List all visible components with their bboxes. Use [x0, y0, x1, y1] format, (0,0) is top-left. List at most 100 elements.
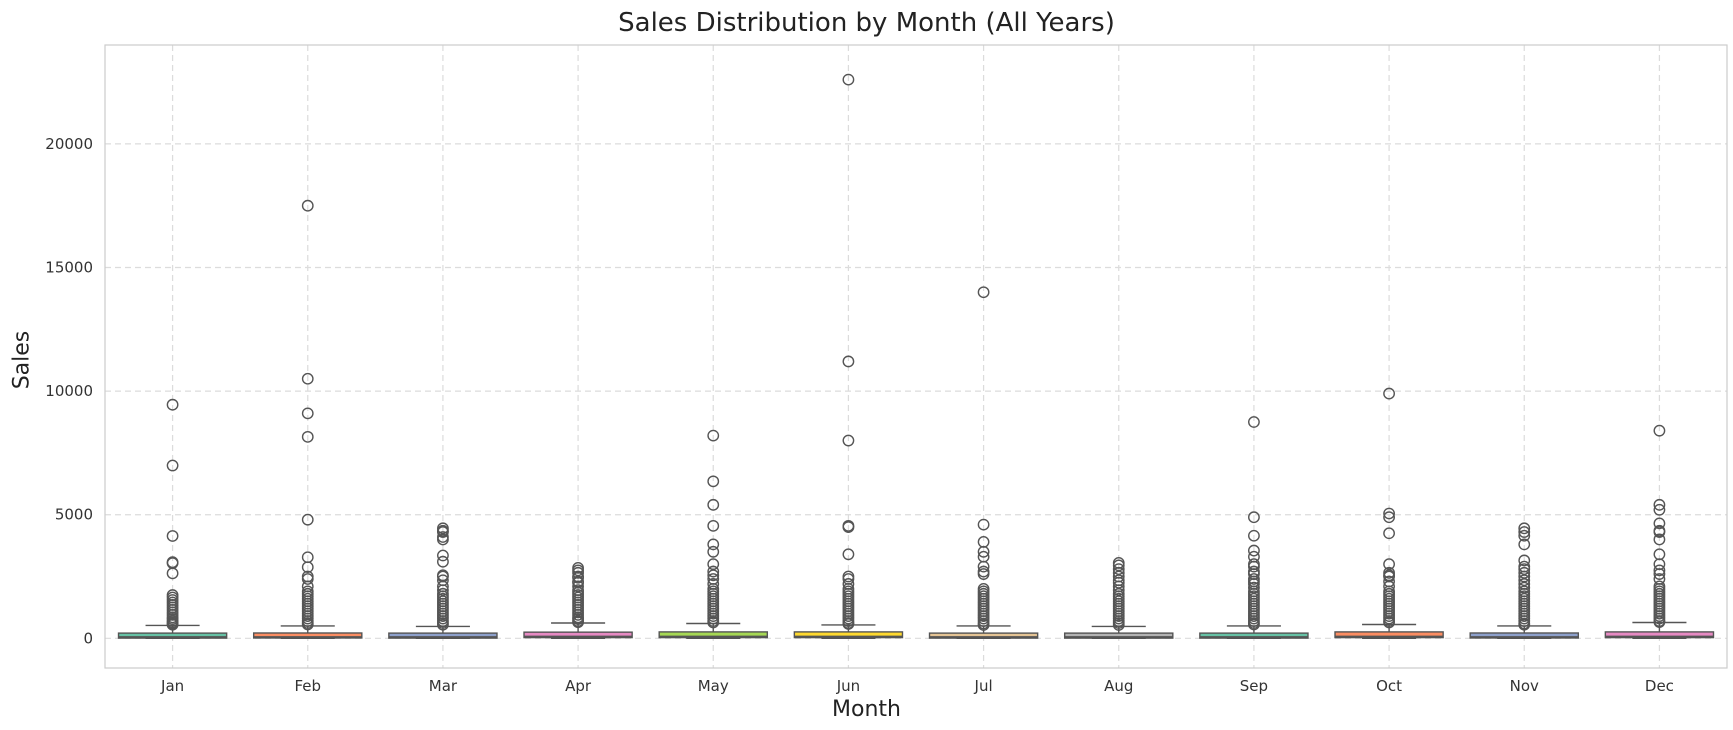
- outlier-point: [437, 618, 449, 631]
- outlier-point: [842, 355, 855, 368]
- outlier-point: [1248, 511, 1260, 524]
- outlier-point: [1518, 574, 1531, 587]
- outlier-point: [1653, 498, 1666, 511]
- outlier-point: [1383, 511, 1395, 524]
- outlier-point: [977, 286, 990, 299]
- outlier-point: [166, 567, 179, 580]
- x-tick-label: Mar: [429, 677, 458, 695]
- outlier-point: [572, 616, 584, 629]
- box-oct: [1334, 631, 1444, 639]
- outlier-point: [842, 73, 855, 86]
- outlier-point: [1518, 526, 1531, 538]
- x-tick-label: Jun: [836, 677, 860, 695]
- outlier-point: [1383, 558, 1395, 571]
- outlier-point: [1653, 526, 1666, 538]
- outlier-point: [1653, 616, 1666, 628]
- outlier-point: [572, 571, 584, 584]
- x-tick-label: Nov: [1510, 677, 1539, 695]
- outlier-point: [977, 518, 990, 531]
- outlier-point: [1653, 564, 1666, 577]
- outlier-point: [977, 545, 990, 558]
- outlier-point: [301, 372, 314, 385]
- outlier-point: [1383, 387, 1395, 400]
- y-tick-label: 5000: [55, 506, 93, 524]
- box-mar: [388, 632, 498, 639]
- outlier-point: [301, 513, 314, 526]
- outlier-point: [1248, 416, 1260, 428]
- outlier-point: [707, 538, 720, 551]
- outlier-point: [1248, 529, 1260, 542]
- outlier-point: [166, 398, 179, 411]
- outlier-point: [1653, 533, 1666, 546]
- outlier-point: [1383, 527, 1395, 540]
- outlier-point: [707, 616, 720, 629]
- box-jul: [928, 632, 1039, 639]
- outlier-point: [1518, 522, 1531, 535]
- outlier-point: [707, 475, 720, 488]
- outlier-point: [1248, 618, 1260, 631]
- outlier-point: [301, 573, 314, 585]
- outlier-point: [437, 549, 449, 562]
- outlier-point: [1518, 538, 1531, 551]
- outlier-point: [301, 407, 314, 420]
- x-tick-label: Feb: [294, 677, 321, 695]
- outlier-point: [1383, 616, 1395, 629]
- outlier-point: [166, 459, 179, 472]
- x-tick-label: May: [698, 677, 729, 695]
- outlier-point: [977, 619, 990, 631]
- outlier-point: [977, 560, 990, 573]
- x-tick-label: Jan: [160, 677, 184, 695]
- outlier-point: [707, 545, 720, 558]
- outlier-point: [1112, 576, 1125, 589]
- outlier-point: [1518, 529, 1531, 542]
- outlier-point: [842, 618, 855, 630]
- outlier-point: [437, 533, 449, 546]
- x-tick-label: Oct: [1376, 677, 1402, 695]
- y-tick-label: 20000: [45, 135, 93, 153]
- outlier-point: [1518, 570, 1531, 583]
- outlier-point: [1518, 554, 1531, 567]
- outlier-point: [572, 580, 584, 593]
- outlier-point: [1653, 517, 1666, 530]
- box-sep: [1199, 632, 1309, 639]
- y-tick-label: 0: [83, 629, 93, 647]
- outlier-point: [1653, 568, 1666, 580]
- outlier-point: [1518, 563, 1531, 576]
- outlier-point: [977, 568, 990, 580]
- box-aug: [1063, 632, 1174, 639]
- box-jun: [793, 631, 904, 639]
- outlier-point: [1248, 544, 1260, 557]
- box-dec: [1604, 631, 1715, 639]
- outlier-point: [842, 548, 855, 561]
- outlier-point: [707, 498, 720, 511]
- outlier-point: [1518, 581, 1531, 594]
- outlier-point: [842, 434, 855, 447]
- outlier-point: [1248, 581, 1260, 594]
- y-tick-label: 10000: [45, 382, 93, 400]
- outlier-point: [437, 555, 449, 568]
- box-jan: [117, 632, 228, 639]
- outlier-point: [301, 430, 314, 443]
- outlier-point: [301, 199, 314, 212]
- chart-title: Sales Distribution by Month (All Years): [618, 8, 1115, 38]
- outlier-point: [437, 526, 449, 538]
- y-tick-label: 15000: [45, 259, 93, 277]
- x-tick-label: Apr: [565, 677, 592, 695]
- outlier-point: [437, 584, 449, 597]
- x-tick-label: Aug: [1104, 677, 1133, 695]
- outlier-point: [707, 558, 720, 571]
- outlier-point: [166, 530, 179, 542]
- outlier-point: [1653, 503, 1666, 516]
- x-axis-label: Month: [832, 697, 901, 722]
- outlier-point: [1518, 618, 1531, 631]
- outlier-point: [707, 565, 720, 578]
- outlier-point: [707, 429, 720, 442]
- outlier-point: [301, 561, 314, 574]
- outlier-point: [301, 618, 314, 631]
- outlier-point: [1653, 424, 1666, 437]
- outlier-point: [707, 519, 720, 532]
- x-tick-label: Dec: [1645, 677, 1674, 695]
- outlier-point: [707, 569, 720, 582]
- box-may: [658, 631, 769, 639]
